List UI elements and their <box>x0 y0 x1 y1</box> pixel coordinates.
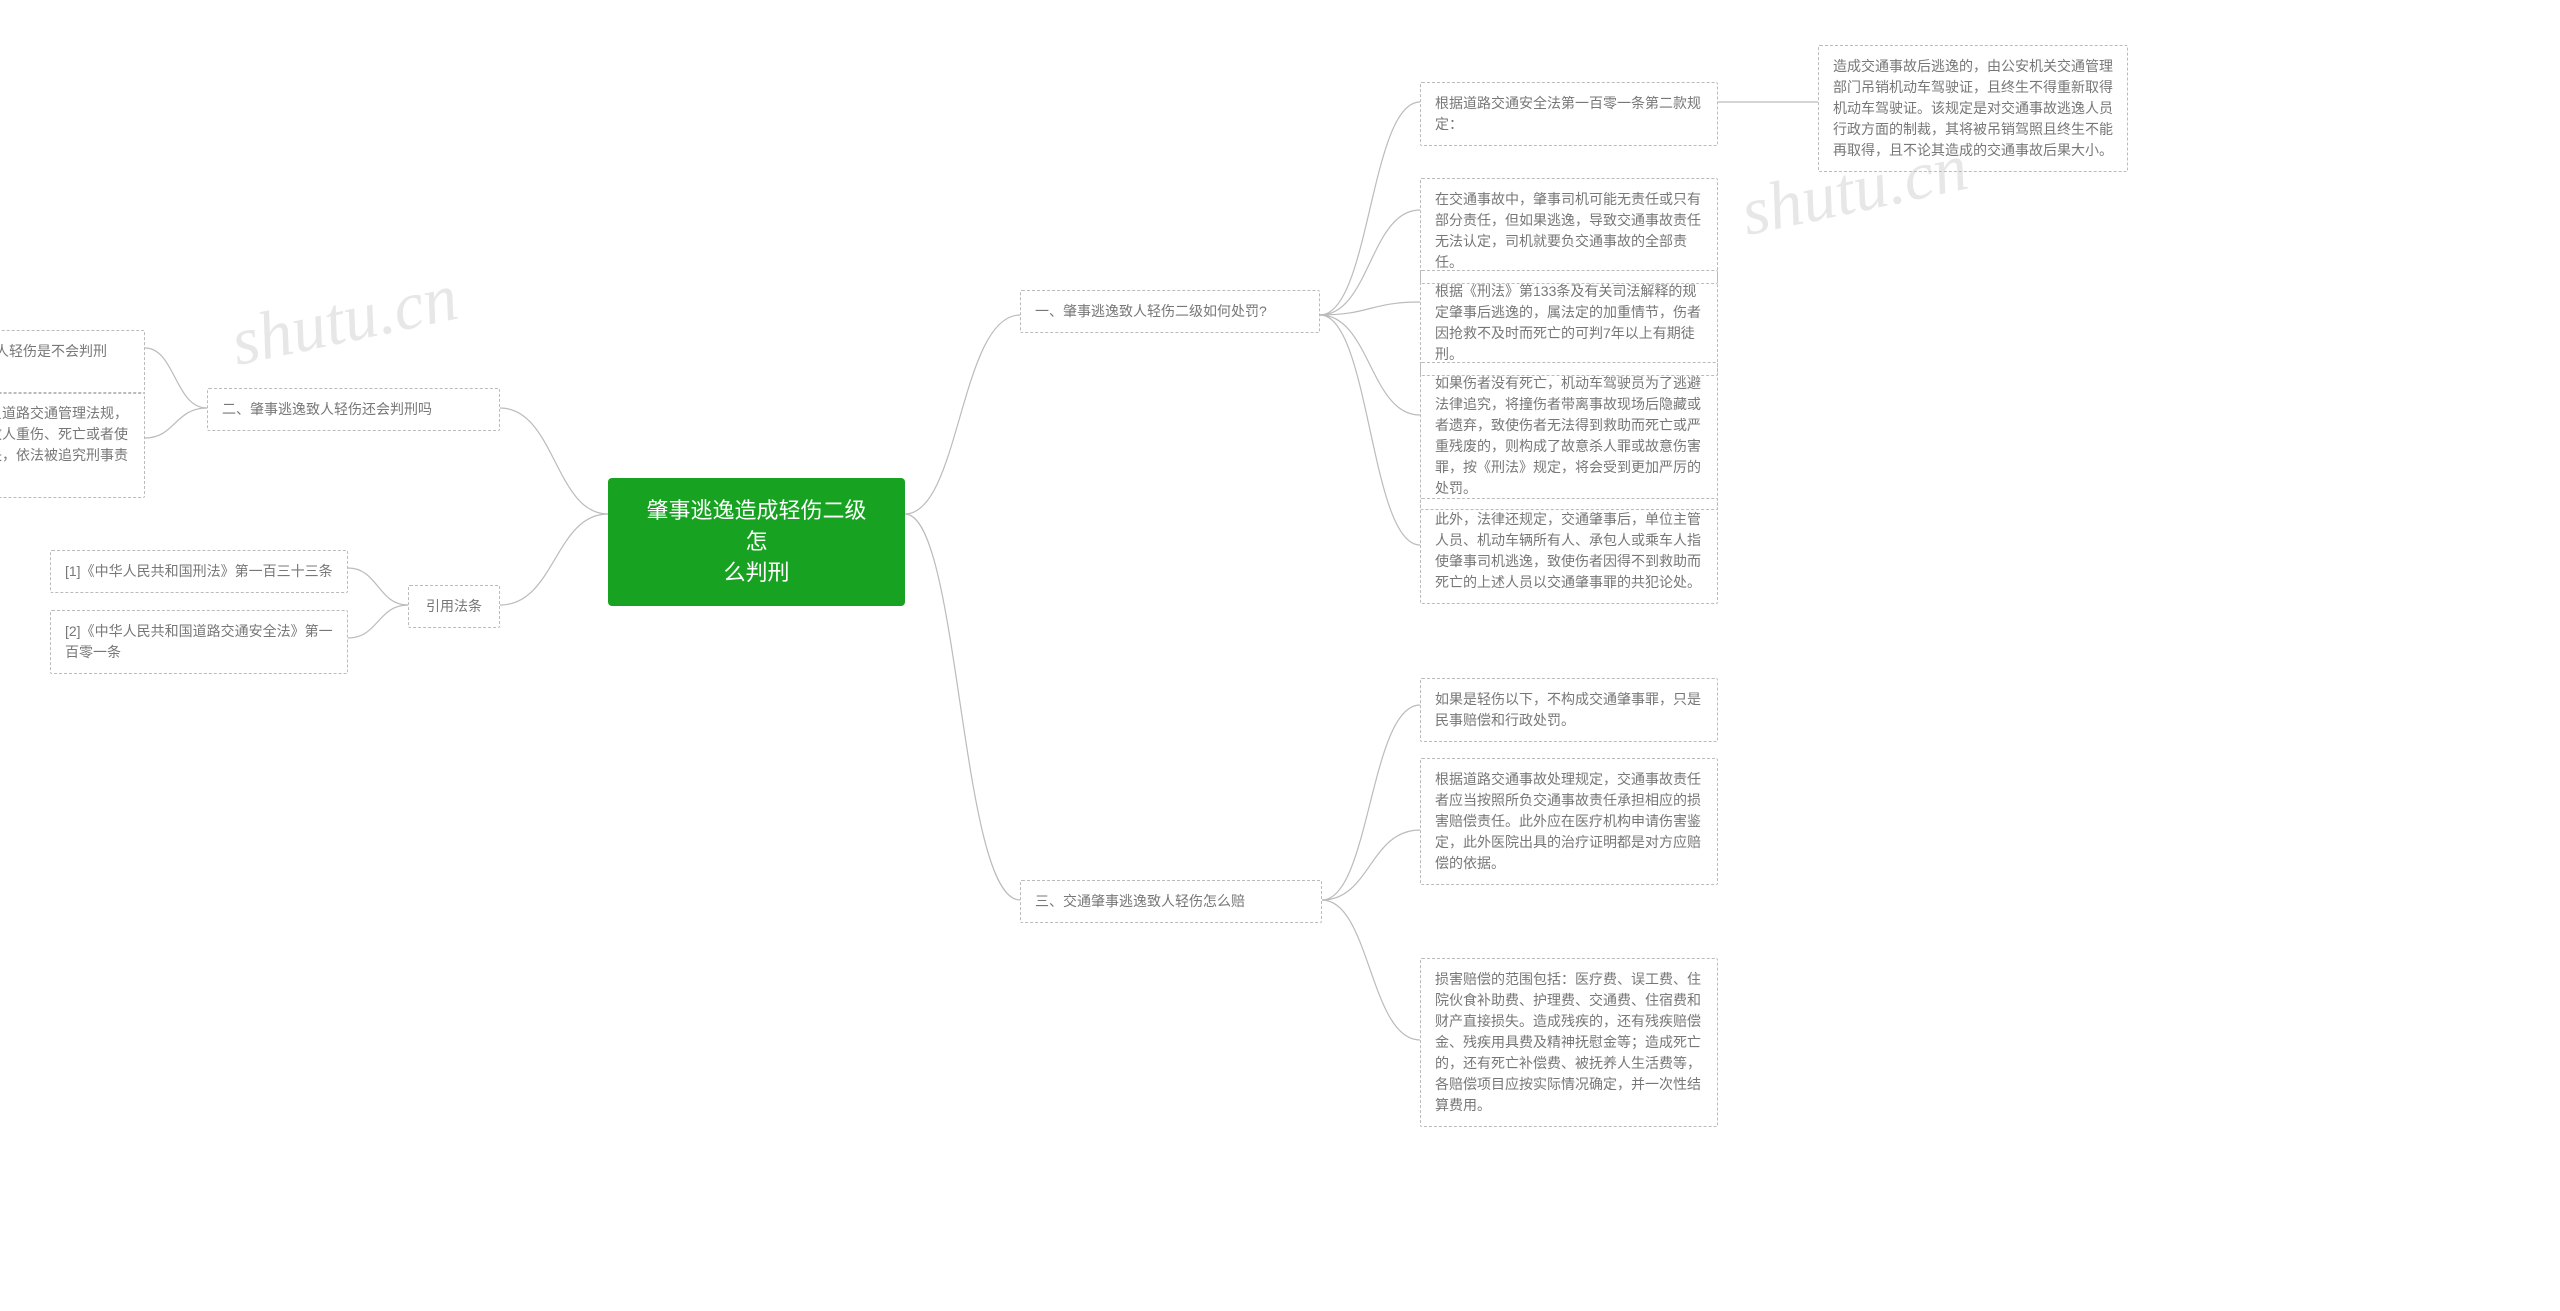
branch-three-item-1: 根据道路交通事故处理规定，交通事故责任者应当按照所负交通事故责任承担相应的损害赔… <box>1420 758 1718 885</box>
branch-one-item-2-text: 根据《刑法》第133条及有关司法解释的规定肇事后逃逸的，属法定的加重情节，伤者因… <box>1435 283 1701 362</box>
branch-three-item-2-text: 损害赔偿的范围包括：医疗费、误工费、住院伙食补助费、护理费、交通费、住宿费和财产… <box>1435 971 1701 1113</box>
branch-three-item-0-text: 如果是轻伤以下，不构成交通肇事罪，只是民事赔偿和行政处罚。 <box>1435 691 1701 728</box>
branch-one-item-3: 如果伤者没有死亡，机动车驾驶员为了逃避法律追究，将撞伤者带离事故现场后隐藏或者遗… <box>1420 362 1718 510</box>
branch-one-detail-text: 造成交通事故后逃逸的，由公安机关交通管理部门吊销机动车驾驶证，且终生不得重新取得… <box>1833 58 2113 158</box>
branch-cite-item-1: [2]《中华人民共和国道路交通安全法》第一百零一条 <box>50 610 348 674</box>
branch-two-item-0: 肇事逃逸致人轻伤是不会判刑的。 <box>0 330 145 394</box>
branch-one-item-0-text: 根据道路交通安全法第一百零一条第二款规定： <box>1435 95 1701 132</box>
branch-one-item-1-text: 在交通事故中，肇事司机可能无责任或只有部分责任，但如果逃逸，导致交通事故责任无法… <box>1435 191 1701 270</box>
center-title-line1: 肇事逃逸造成轻伤二级怎 <box>636 496 877 558</box>
branch-cite-item-0-text: [1]《中华人民共和国刑法》第一百三十三条 <box>65 563 333 579</box>
branch-three-item-2: 损害赔偿的范围包括：医疗费、误工费、住院伙食补助费、护理费、交通费、住宿费和财产… <box>1420 958 1718 1127</box>
center-node: 肇事逃逸造成轻伤二级怎 么判刑 <box>608 478 905 606</box>
branch-three-label: 三、交通肇事逃逸致人轻伤怎么赔 <box>1035 893 1245 909</box>
connector-lines <box>0 0 2560 1311</box>
branch-one-detail: 造成交通事故后逃逸的，由公安机关交通管理部门吊销机动车驾驶证，且终生不得重新取得… <box>1818 45 2128 172</box>
branch-two-item-0-text: 肇事逃逸致人轻伤是不会判刑的。 <box>0 343 107 380</box>
branch-one-item-1: 在交通事故中，肇事司机可能无责任或只有部分责任，但如果逃逸，导致交通事故责任无法… <box>1420 178 1718 284</box>
branch-cite-item-1-text: [2]《中华人民共和国道路交通安全法》第一百零一条 <box>65 623 333 660</box>
center-title-line2: 么判刑 <box>636 558 877 589</box>
branch-three-item-0: 如果是轻伤以下，不构成交通肇事罪，只是民事赔偿和行政处罚。 <box>1420 678 1718 742</box>
branch-three-title: 三、交通肇事逃逸致人轻伤怎么赔 <box>1020 880 1322 923</box>
branch-one-item-0: 根据道路交通安全法第一百零一条第二款规定： <box>1420 82 1718 146</box>
branch-two-label: 二、肇事逃逸致人轻伤还会判刑吗 <box>222 401 432 417</box>
branch-one-title: 一、肇事逃逸致人轻伤二级如何处罚? <box>1020 290 1320 333</box>
branch-two-title: 二、肇事逃逸致人轻伤还会判刑吗 <box>207 388 500 431</box>
watermark-left: shutu.cn <box>224 257 464 382</box>
branch-one-label: 一、肇事逃逸致人轻伤二级如何处罚? <box>1035 303 1267 319</box>
branch-two-item-1: 交通肇事罪，是指违反道路交通管理法规，发生重大交通事故，致人重伤、死亡或者使公私… <box>0 392 145 498</box>
branch-one-item-3-text: 如果伤者没有死亡，机动车驾驶员为了逃避法律追究，将撞伤者带离事故现场后隐藏或者遗… <box>1435 375 1701 496</box>
branch-one-item-2: 根据《刑法》第133条及有关司法解释的规定肇事后逃逸的，属法定的加重情节，伤者因… <box>1420 270 1718 376</box>
branch-cite-item-0: [1]《中华人民共和国刑法》第一百三十三条 <box>50 550 348 593</box>
branch-cite-title: 引用法条 <box>408 585 500 628</box>
branch-one-item-4: 此外，法律还规定，交通肇事后，单位主管人员、机动车辆所有人、承包人或乘车人指使肇… <box>1420 498 1718 604</box>
branch-three-item-1-text: 根据道路交通事故处理规定，交通事故责任者应当按照所负交通事故责任承担相应的损害赔… <box>1435 771 1701 871</box>
branch-cite-label: 引用法条 <box>426 598 482 614</box>
branch-two-item-1-text: 交通肇事罪，是指违反道路交通管理法规，发生重大交通事故，致人重伤、死亡或者使公私… <box>0 405 128 484</box>
branch-one-item-4-text: 此外，法律还规定，交通肇事后，单位主管人员、机动车辆所有人、承包人或乘车人指使肇… <box>1435 511 1701 590</box>
